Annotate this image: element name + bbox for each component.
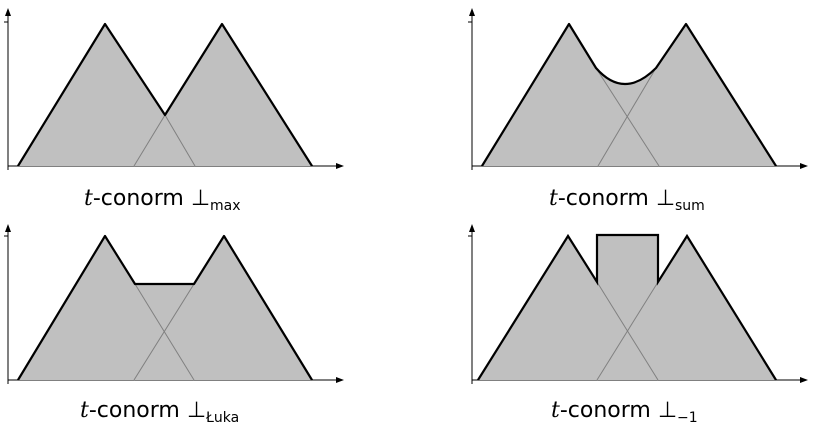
caption-text: -conorm ⊥: [88, 398, 206, 423]
right-triangle-inner-edge: [133, 283, 195, 381]
x-axis-arrow: [336, 163, 344, 169]
caption-sub: −1: [677, 410, 698, 426]
right-triangle-inner-edge: [596, 281, 659, 381]
x-axis-arrow: [800, 377, 808, 383]
union-area: [482, 24, 776, 166]
caption-text: -conorm ⊥: [92, 186, 210, 211]
tconorm-luka-plot: [4, 224, 344, 384]
caption-sub: max: [210, 198, 241, 214]
caption-sum: t-conorm ⊥sum: [549, 186, 705, 214]
panel-sum: [464, 0, 819, 180]
caption-luka: t-conorm ⊥Łuka: [80, 398, 240, 426]
tconorm-max-plot: [4, 8, 344, 170]
right-triangle-inner-edge: [133, 114, 166, 167]
caption-text: -conorm ⊥: [557, 186, 675, 211]
tconorm-drastic-plot: [468, 224, 808, 384]
union-area: [478, 235, 776, 380]
panel-luka: [0, 216, 360, 388]
caption-var: t: [84, 186, 93, 211]
caption-drastic: t-conorm ⊥−1: [551, 398, 698, 426]
caption-sub: sum: [675, 198, 705, 214]
x-axis-arrow: [336, 377, 344, 383]
y-axis-arrow: [469, 8, 475, 16]
tconorm-sum-plot: [468, 8, 808, 170]
union-outline: [481, 22, 777, 167]
union-outline: [477, 233, 777, 381]
union-outline: [17, 234, 313, 381]
y-axis-arrow: [469, 224, 475, 232]
caption-var: t: [80, 398, 89, 423]
union-outline: [17, 22, 313, 167]
union-area: [18, 24, 312, 166]
union-area: [18, 236, 312, 380]
caption-var: t: [551, 398, 560, 423]
caption-var: t: [549, 186, 558, 211]
panel-drastic: [464, 216, 819, 388]
caption-max: t-conorm ⊥max: [84, 186, 241, 214]
panel-max: [0, 0, 360, 180]
caption-sub: Łuka: [206, 410, 240, 426]
right-triangle-inner-edge: [597, 67, 657, 167]
y-axis-arrow: [5, 224, 11, 232]
left-triangle-inner-edge: [164, 114, 196, 167]
y-axis-arrow: [5, 8, 11, 16]
x-axis-arrow: [800, 163, 808, 169]
caption-text: -conorm ⊥: [559, 398, 677, 423]
